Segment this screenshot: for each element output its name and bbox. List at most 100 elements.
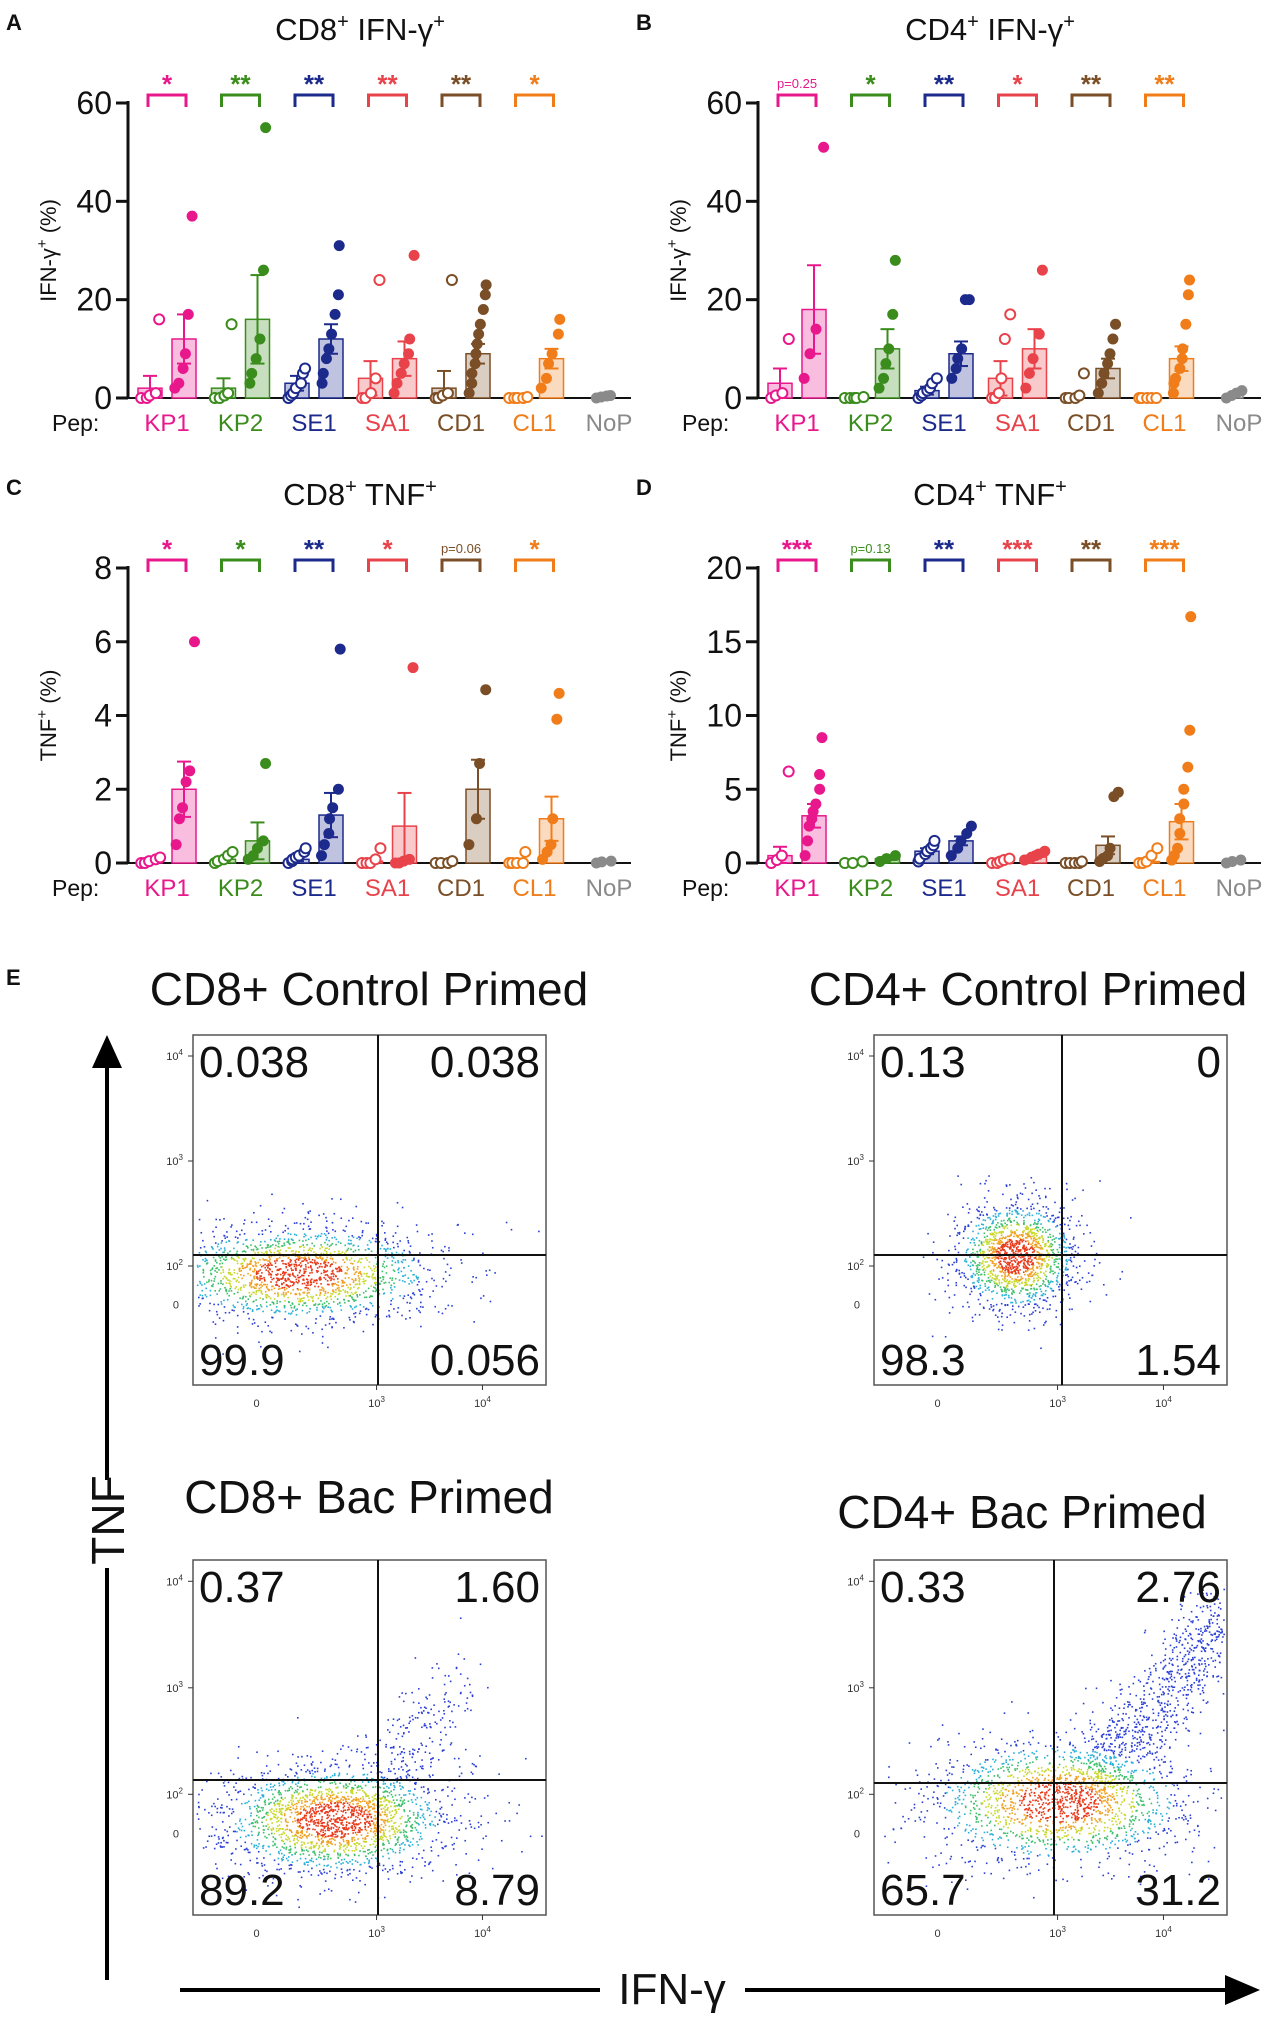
flow-event (389, 1837, 392, 1840)
flow-event (1054, 1201, 1056, 1204)
data-point (889, 254, 901, 266)
flow-event (254, 1264, 257, 1266)
flow-event (1035, 1189, 1037, 1191)
flow-event (255, 1273, 258, 1276)
data-point (1180, 318, 1192, 330)
flow-event (351, 1825, 353, 1827)
flow-event (257, 1261, 260, 1264)
flow-event (298, 1280, 300, 1283)
flow-event (326, 1243, 329, 1246)
flow-event (287, 1296, 289, 1299)
flow-event (303, 1249, 305, 1252)
flow-event (344, 1809, 347, 1812)
flow-event (1013, 1246, 1015, 1249)
y-axis-label-main: TNF (36, 719, 61, 762)
flow-event (311, 1268, 313, 1271)
flow-event (226, 1231, 228, 1233)
flow-event (988, 1250, 991, 1252)
flow-event (928, 1293, 931, 1295)
flow-event (424, 1861, 426, 1863)
flow-event (1014, 1245, 1016, 1247)
flow-event (269, 1268, 271, 1271)
flow-event (278, 1256, 281, 1259)
flow-event (941, 1277, 944, 1279)
flow-event (1013, 1286, 1016, 1288)
flow-event (447, 1700, 450, 1703)
flow-event (219, 1845, 222, 1847)
flow-event (317, 1810, 320, 1813)
flow-event (264, 1266, 267, 1269)
data-point (332, 289, 344, 301)
flow-event (994, 1255, 997, 1257)
flow-event (1059, 1223, 1062, 1226)
flow-event (447, 1822, 450, 1824)
flow-event (1076, 1282, 1079, 1285)
flow-event (226, 1292, 229, 1295)
flow-event (317, 1262, 319, 1265)
flow-event (322, 1780, 325, 1782)
flow-event (419, 1305, 422, 1308)
flow-event (320, 1761, 322, 1764)
flow-event (371, 1269, 373, 1272)
flow-event (1052, 1272, 1055, 1275)
flow-event (372, 1323, 374, 1326)
significance-bracket (440, 558, 482, 572)
flow-event (349, 1868, 351, 1871)
flow-event (304, 1270, 307, 1273)
flow-event (1000, 1263, 1002, 1266)
flow-event (996, 1277, 998, 1280)
flow-event (275, 1281, 278, 1283)
flow-event (1051, 1289, 1053, 1292)
flow-event (1008, 1212, 1011, 1215)
flow-event (242, 1264, 244, 1267)
flow-event (419, 1808, 422, 1811)
data-point (798, 372, 810, 384)
flow-event (287, 1279, 289, 1281)
flow-event (1038, 1276, 1040, 1279)
flow-event (982, 1250, 985, 1253)
flow-event (389, 1747, 392, 1749)
flow-event (359, 1801, 362, 1803)
flow-event (295, 1851, 298, 1854)
flow-event (311, 1297, 314, 1299)
data-point (470, 348, 482, 360)
flow-event (385, 1790, 387, 1793)
flow-event (1022, 1265, 1025, 1268)
flow-event (238, 1281, 240, 1283)
flow-event (307, 1252, 309, 1255)
flow-event (314, 1808, 317, 1811)
flow-event (425, 1696, 427, 1699)
flow-event (996, 1257, 999, 1259)
flow-event (1029, 1247, 1032, 1250)
flow-event (305, 1286, 308, 1289)
flow-event (270, 1281, 272, 1283)
category-label: KP2 (848, 410, 893, 437)
flow-event (1045, 1212, 1048, 1214)
flow-event (399, 1847, 402, 1849)
flow-event (1003, 1249, 1006, 1251)
flow-event (1011, 1292, 1013, 1294)
flow-event (310, 1857, 313, 1860)
flow-event (354, 1271, 357, 1274)
flow-event (1072, 1265, 1075, 1267)
chart-title-sup: + (975, 476, 987, 498)
data-point (173, 813, 185, 825)
flow-event (339, 1782, 341, 1785)
flow-event (392, 1241, 394, 1244)
pep-label: Pep: (52, 875, 99, 901)
flow-event (276, 1300, 279, 1302)
flow-event (1006, 1243, 1009, 1246)
flow-event (1047, 1264, 1050, 1266)
flow-event (325, 1226, 327, 1229)
y-axis-label: TNF (82, 1475, 134, 1564)
flow-event (347, 1816, 350, 1819)
flow-event (1004, 1273, 1006, 1275)
flow-event (383, 1843, 385, 1846)
flow-event (417, 1844, 419, 1846)
flow-event (489, 1300, 492, 1303)
flow-event (404, 1836, 406, 1838)
flow-event (383, 1776, 386, 1779)
flow-event (444, 1726, 446, 1729)
flow-event (1046, 1265, 1049, 1268)
flow-event (418, 1711, 420, 1714)
